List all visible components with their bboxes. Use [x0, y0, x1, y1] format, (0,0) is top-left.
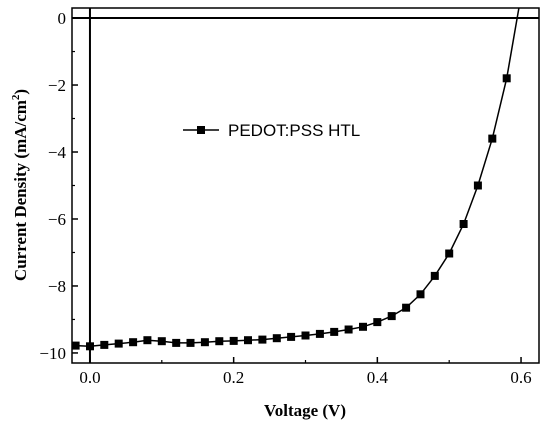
y-tick-label: 0	[58, 9, 67, 28]
plot-area	[71, 7, 540, 364]
data-point	[488, 134, 497, 143]
x-tick-label: 0.6	[510, 368, 531, 387]
legend-label: PEDOT:PSS HTL	[228, 121, 360, 140]
legend: PEDOT:PSS HTL	[183, 121, 360, 140]
y-axis-title-suffix: )	[11, 89, 30, 95]
data-point	[416, 290, 425, 299]
data-point	[459, 220, 468, 228]
y-axis-title-superscript: 2	[10, 94, 22, 100]
data-point	[315, 329, 324, 338]
legend-marker	[197, 126, 205, 134]
x-tick-label: 0.0	[79, 368, 100, 387]
y-axis-title: Current Density (mA/cm2)	[10, 89, 30, 281]
data-point	[100, 340, 109, 349]
data-point	[258, 335, 267, 344]
data-point	[129, 338, 138, 347]
data-point	[244, 336, 252, 345]
data-point	[430, 271, 439, 280]
data-point	[373, 318, 382, 327]
data-point	[200, 338, 209, 347]
y-tick-label: −10	[39, 344, 66, 363]
x-axis-title: Voltage (V)	[264, 401, 346, 420]
data-point	[172, 338, 181, 347]
data-point	[71, 341, 80, 350]
data-point	[330, 327, 339, 336]
data-point	[473, 181, 482, 190]
data-point	[215, 337, 224, 346]
data-point	[344, 325, 353, 334]
data-point	[359, 322, 367, 331]
x-tick-label: 0.4	[367, 368, 389, 387]
data-point	[272, 334, 281, 343]
data-point	[445, 249, 454, 258]
data-point	[229, 336, 238, 345]
data-point	[143, 336, 152, 345]
data-point	[186, 338, 195, 347]
data-point	[387, 312, 396, 321]
data-point	[502, 74, 511, 83]
data-point	[402, 303, 411, 312]
y-axis-title-main: Current Density (mA/cm	[11, 100, 30, 281]
data-point	[157, 337, 166, 346]
y-tick-label: −4	[48, 143, 67, 162]
y-tick-label: −2	[48, 76, 66, 95]
data-point	[86, 342, 94, 351]
data-point	[114, 339, 123, 348]
x-axis-ticks: 0.0 0.2 0.4 0.6	[79, 357, 532, 387]
y-tick-label: −8	[48, 277, 66, 296]
y-axis-ticks: 0 −2 −4 −6 −8 −10	[39, 9, 78, 363]
y-tick-label: −6	[48, 210, 66, 229]
series-markers	[71, 74, 511, 351]
data-point	[287, 332, 296, 341]
data-point	[301, 331, 310, 340]
x-tick-label: 0.2	[223, 368, 244, 387]
